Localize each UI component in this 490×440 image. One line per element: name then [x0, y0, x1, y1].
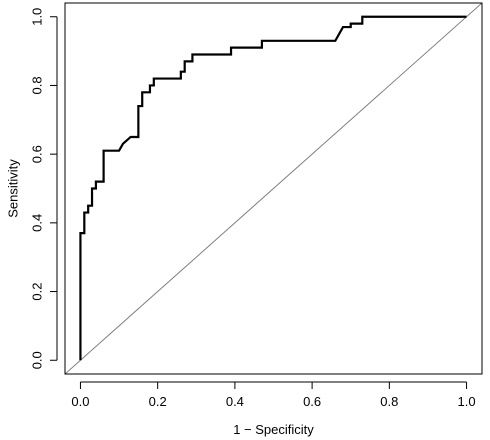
y-axis: 0.0 0.2 0.4 0.6 0.8 1.0	[29, 8, 58, 369]
x-tick-label: 0.0	[71, 394, 89, 409]
y-axis-title: Sensitivity	[6, 159, 21, 218]
x-tick-label: 1.0	[458, 394, 476, 409]
y-tick-label: 0.6	[30, 145, 45, 163]
y-tick-label: 1.0	[29, 8, 44, 26]
reference-diagonal-line	[65, 3, 482, 374]
reference-diagonal-group	[65, 3, 482, 374]
x-tick-label: 0.4	[226, 394, 244, 409]
y-tick-label: 0.2	[30, 283, 45, 301]
x-tick-label: 0.8	[380, 394, 398, 409]
x-tick-label: 0.6	[303, 394, 321, 409]
plot-frame	[64, 2, 483, 375]
x-tick-label: 0.2	[149, 394, 167, 409]
y-tick-label: 0.0	[30, 351, 45, 369]
roc-series-group	[79, 15, 467, 361]
roc-curve-line	[79, 15, 467, 361]
y-tick-label: 0.4	[30, 214, 45, 232]
x-axis-title: 1 − Specificity	[233, 422, 314, 437]
x-axis: 0.0 0.2 0.4 0.6 0.8 1.0	[71, 381, 476, 409]
y-tick-label: 0.8	[30, 76, 45, 94]
